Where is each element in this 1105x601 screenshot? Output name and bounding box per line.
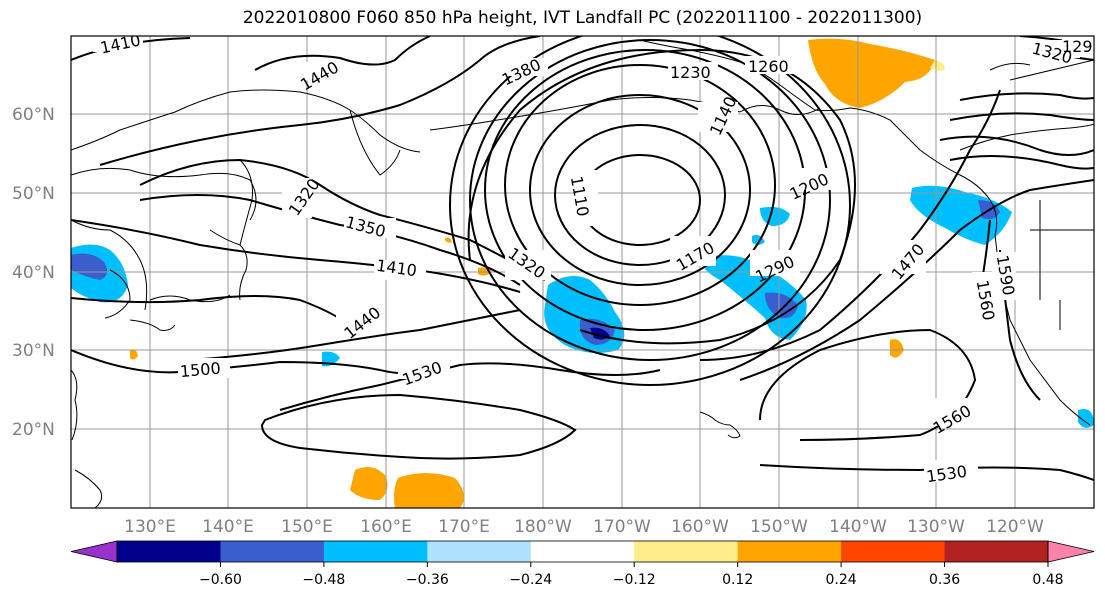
lat-label: 60°N [12, 105, 55, 125]
lon-label: 170°W [593, 517, 651, 537]
contour-label: 1230 [670, 63, 711, 82]
colorbar-tick-label: −0.12 [613, 572, 656, 588]
colorbar-segment [737, 541, 842, 562]
colorbar-segment [530, 541, 635, 562]
colorbar-segment [117, 541, 221, 562]
longitude-axis: 130°E 140°E 150°E 160°E 170°E 180°W 170°… [124, 517, 1044, 537]
colorbar-tick-label: −0.60 [199, 572, 242, 588]
colorbar-extend-high [1047, 540, 1095, 563]
colorbar-segment [841, 541, 946, 562]
colorbar: −0.60 −0.48 −0.36 −0.24 −0.12 0.12 0.24 0.36 0.4… [70, 540, 1095, 588]
lat-label: 40°N [12, 263, 55, 283]
contour-label: 1290 [1062, 37, 1103, 56]
colorbar-tick-label: −0.36 [406, 572, 449, 588]
lon-label: 130°E [124, 517, 176, 537]
lon-label: 180°W [514, 517, 572, 537]
map-area: 1410 1440 1380 1230 1260 1320 1290 1140 … [71, 36, 1103, 508]
lon-label: 120°W [986, 517, 1044, 537]
lon-label: 160°W [671, 517, 729, 537]
colorbar-outline [116, 540, 1049, 563]
colorbar-tick-label: −0.24 [509, 572, 552, 588]
colorbar-segment [220, 541, 325, 562]
colorbar-extend-low [70, 540, 118, 563]
latitude-axis: 60°N 50°N 40°N 30°N 20°N [12, 105, 55, 440]
colorbar-segment [427, 541, 532, 562]
colorbar-tick-label: 0.36 [929, 572, 960, 588]
contour-label: 1500 [179, 359, 221, 381]
lat-label: 50°N [12, 184, 55, 204]
map-title: 2022010800 F060 850 hPa height, IVT Land… [242, 8, 923, 28]
map-frame [70, 35, 1095, 509]
colorbar-segment [634, 541, 739, 562]
colorbar-tick-label: 0.24 [826, 572, 857, 588]
colorbar-tick-label: −0.48 [302, 572, 345, 588]
colorbar-segment [323, 541, 428, 562]
ivt-region-alaska [808, 38, 935, 108]
contour-label: 1260 [748, 57, 789, 76]
colorbar-tick-label: 0.48 [1032, 572, 1063, 588]
ivt-region-south [350, 466, 388, 500]
colorbar-segment [944, 541, 1049, 562]
lon-label: 160°E [360, 517, 412, 537]
colorbar-tick-label: 0.12 [722, 572, 753, 588]
lon-label: 150°E [281, 517, 333, 537]
lon-label: 130°W [907, 517, 965, 537]
lon-label: 150°W [750, 517, 808, 537]
lat-label: 30°N [12, 341, 55, 361]
lat-label: 20°N [12, 420, 55, 440]
lon-label: 170°E [438, 517, 490, 537]
lon-label: 140°E [202, 517, 254, 537]
lon-label: 140°W [829, 517, 887, 537]
